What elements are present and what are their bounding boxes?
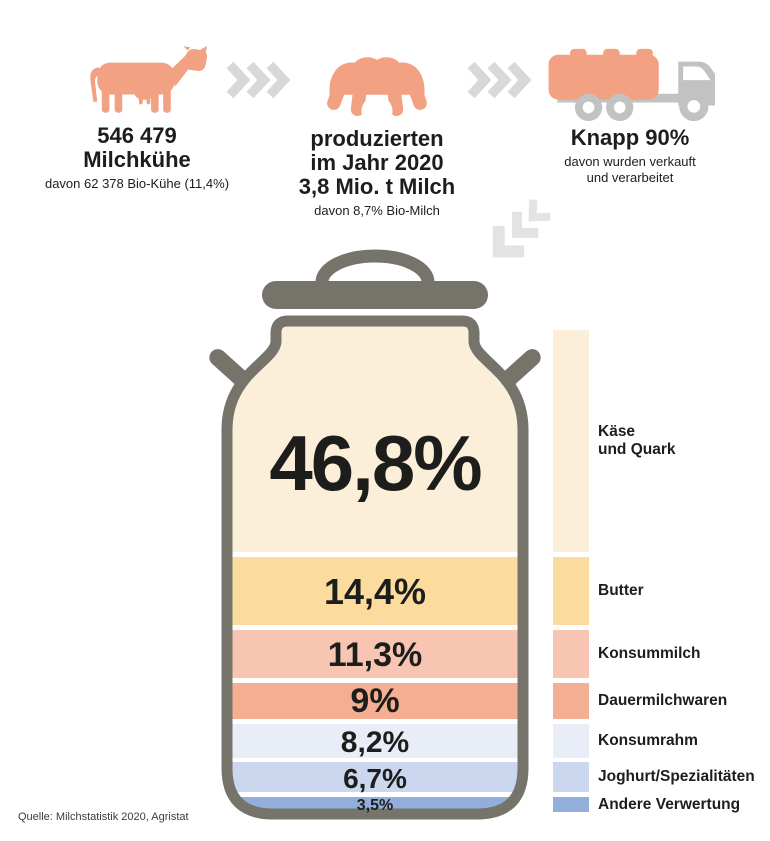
legend-swatches [553, 330, 589, 812]
segment-value-joghurt: 6,7% [343, 763, 407, 794]
legend-swatch-butter [553, 557, 589, 625]
segment-value-kaese: 46,8% [269, 419, 481, 507]
legend-swatch-andere [553, 797, 589, 812]
segment-konsummilch [227, 630, 523, 678]
can-bands [227, 321, 523, 814]
udder-icon [327, 57, 427, 120]
chevron-down-left-arrows [492, 199, 551, 258]
segment-value-konsummilch: 11,3% [328, 636, 423, 674]
segment-value-konsumrahm: 8,2% [341, 726, 409, 759]
legend-label: Butter [598, 582, 644, 599]
legend-swatch-kaese [553, 330, 589, 552]
segment-konsumrahm [227, 724, 523, 758]
can-outline [221, 315, 529, 820]
cow-icon [90, 46, 208, 113]
step-sold-title: Knapp 90% [570, 125, 690, 150]
step-cows-text: 546 479 Milchkühe davon 62 378 Bio-Kühe … [27, 124, 247, 192]
legend-swatch-joghurt [553, 762, 589, 792]
legend-label: Konsummilch [598, 645, 701, 662]
legend-label: Käse und Quark [598, 423, 676, 458]
step-milk-title: produzierten im Jahr 2020 3,8 Mio. t Mil… [298, 126, 456, 199]
legend-item-andere: Andere Verwertung [598, 795, 770, 813]
step-milk-subtitle: davon 8,7% Bio-Milch [314, 203, 440, 218]
segment-joghurt [227, 762, 523, 792]
chevron-right-arrows [226, 61, 291, 99]
segment-value-andere: 3,5% [357, 797, 393, 814]
legend-label: Joghurt/Spezialitäten [598, 768, 755, 785]
legend-label: Andere Verwertung [598, 795, 741, 813]
segment-kaese-und-quark [227, 321, 523, 552]
can-lid [262, 281, 488, 309]
legend-item-kaese: Käse und Quark [598, 330, 770, 552]
segment-butter [227, 557, 523, 625]
chevron-right-arrows [467, 61, 532, 99]
legend-swatch-konsumrahm [553, 724, 589, 758]
legend-item-butter: Butter [598, 557, 770, 625]
segment-value-dauermilch: 9% [350, 682, 399, 720]
legend-swatch-dauermilch [553, 683, 589, 719]
legend-item-konsumrahm: Konsumrahm [598, 724, 770, 758]
step-milk-text: produzierten im Jahr 2020 3,8 Mio. t Mil… [257, 127, 497, 219]
legend-item-dauermilchwaren: Dauermilchwaren [598, 683, 770, 719]
step-cows-title: 546 479 Milchkühe [83, 123, 191, 172]
legend-swatch-konsummilch [553, 630, 589, 678]
step-sold-text: Knapp 90% davon wurden verkauft und vera… [520, 126, 740, 186]
truck-wheels [574, 91, 709, 122]
segment-value-butter: 14,4% [324, 571, 426, 612]
step-sold-subtitle: davon wurden verkauft und verarbeitet [564, 154, 696, 185]
legend-label: Konsumrahm [598, 732, 698, 749]
can-lid-handle [315, 249, 435, 289]
segment-dauermilchwaren [227, 683, 523, 719]
milk-truck-icon [548, 48, 715, 122]
legend-item-joghurt: Joghurt/Spezialitäten [598, 762, 770, 792]
legend-item-konsummilch: Konsummilch [598, 630, 770, 678]
legend-label: Dauermilchwaren [598, 692, 728, 709]
source-note: Quelle: Milchstatistik 2020, Agristat [18, 811, 189, 823]
udder-arch [361, 95, 393, 120]
step-cows-subtitle: davon 62 378 Bio-Kühe (11,4%) [44, 176, 230, 191]
